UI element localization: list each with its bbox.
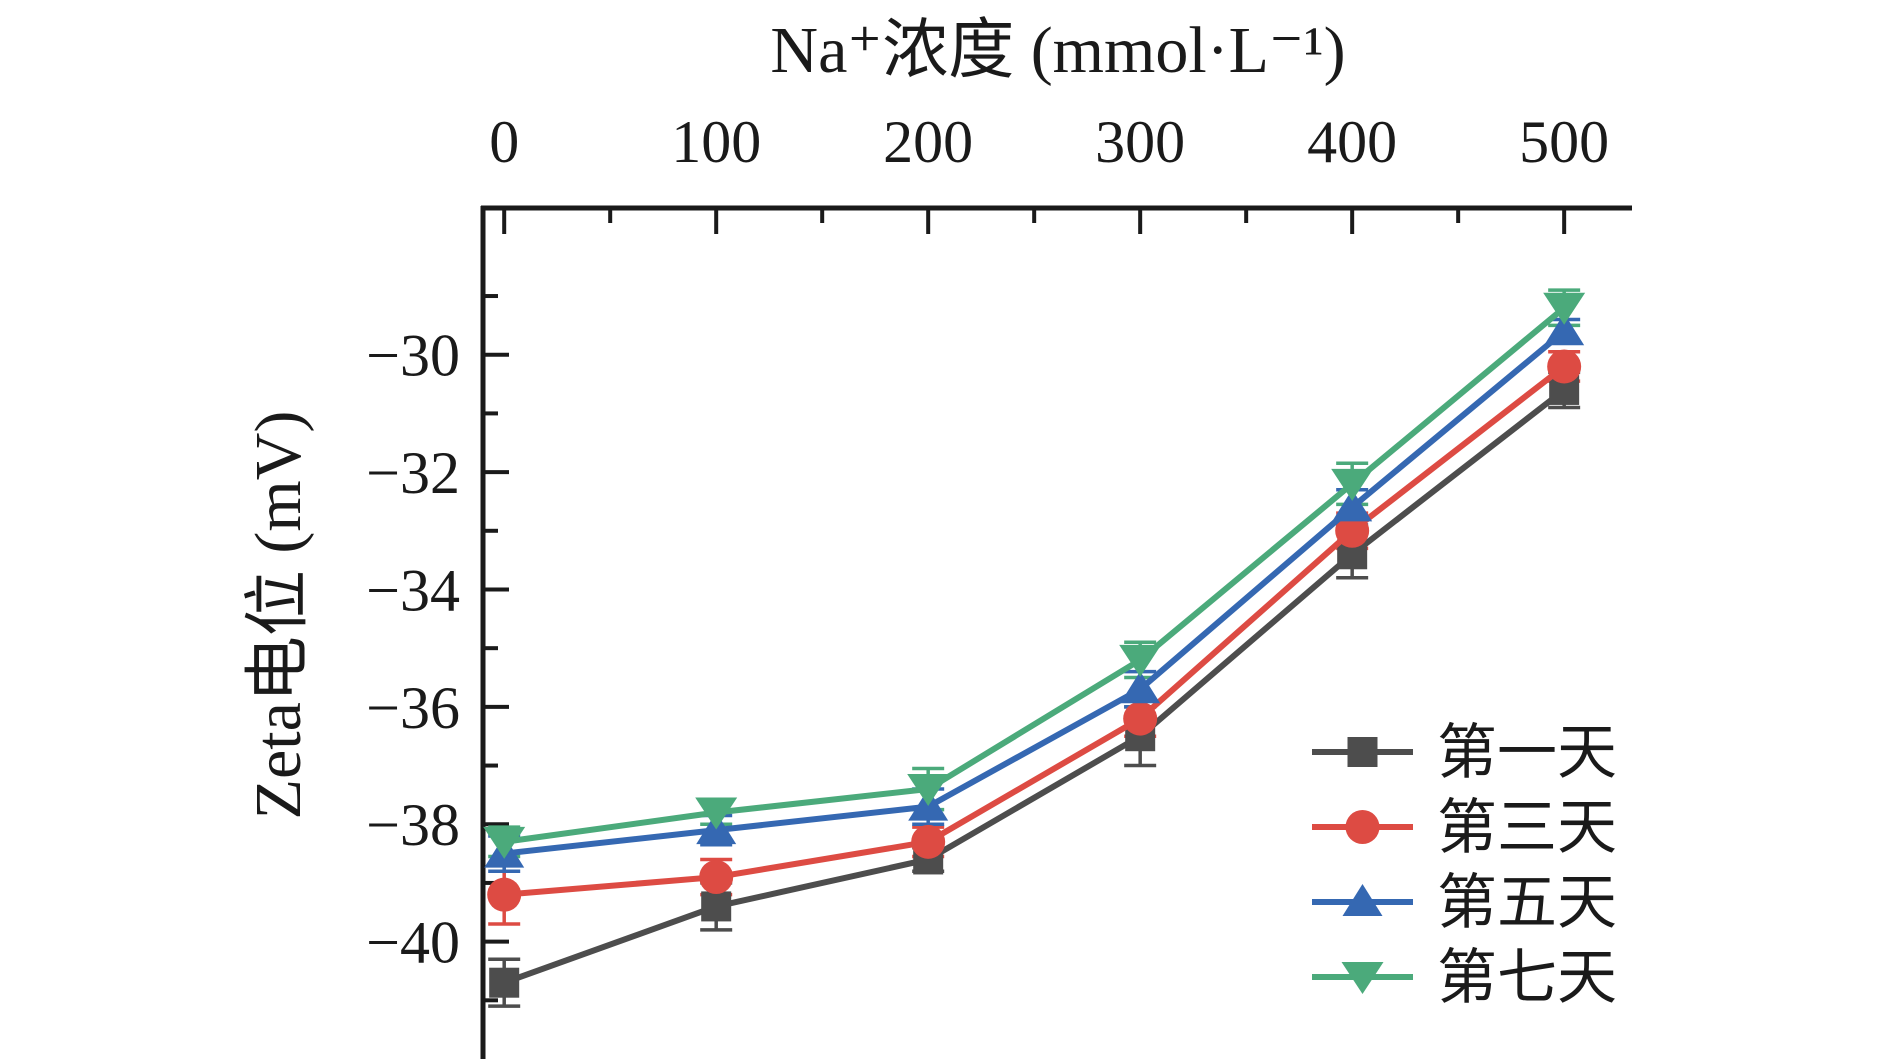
legend-label: 第三天 [1437, 795, 1617, 861]
series-line [503, 364, 1567, 898]
legend-item: 第五天 [1312, 870, 1617, 936]
legend-marker [1341, 962, 1384, 994]
y-axis-title: Zeta电位 (mV) [242, 411, 315, 820]
legend-label: 第七天 [1437, 945, 1617, 1011]
legend-marker [1347, 737, 1378, 767]
axes: 0 100 200 300 400 500 −30 −32 −34 −36 −38 −40 [366, 109, 1632, 1059]
data-point-marker [1119, 644, 1162, 677]
data-point-marker [1335, 513, 1370, 548]
series-line [503, 305, 1567, 845]
series-line [503, 328, 1567, 857]
y-tick-label: −30 [366, 323, 460, 389]
legend-marker [1342, 884, 1383, 916]
data-point-marker [1332, 489, 1373, 522]
data-point-marker [1120, 671, 1161, 704]
error-bars [488, 288, 1581, 1008]
legend-marker [1345, 810, 1380, 844]
x-tick-label: 400 [1307, 109, 1397, 175]
y-tick-label: −34 [366, 557, 460, 623]
x-tick-label: 500 [1519, 109, 1609, 175]
x-tick-label: 0 [489, 109, 519, 175]
series-line [503, 387, 1567, 986]
data-series [483, 292, 1586, 998]
x-tick-label: 300 [1095, 109, 1185, 175]
data-point-marker [699, 860, 734, 895]
legend-item: 第三天 [1312, 795, 1617, 861]
data-point-marker [1544, 313, 1585, 346]
data-point-marker [701, 891, 732, 922]
y-tick-label: −40 [366, 910, 460, 976]
legend-item: 第一天 [1312, 720, 1617, 786]
y-tick-label: −32 [366, 440, 460, 506]
x-tick-label: 200 [883, 109, 973, 175]
legend-item: 第七天 [1312, 945, 1617, 1011]
data-point-marker [907, 774, 950, 807]
data-point-marker [487, 877, 522, 912]
x-axis-title: Na⁺浓度 (mmol·L⁻¹) [770, 14, 1345, 87]
legend-label: 第五天 [1437, 870, 1617, 936]
data-point-marker [695, 797, 738, 830]
data-point-marker [1331, 468, 1374, 501]
data-point-marker [911, 824, 946, 859]
y-tick-label: −36 [366, 675, 460, 741]
data-point-marker [489, 967, 520, 998]
data-point-marker [1123, 701, 1158, 736]
y-tick-label: −38 [366, 792, 460, 858]
x-tick-label: 100 [671, 109, 761, 175]
data-point-marker [1543, 292, 1586, 325]
data-point-marker [483, 826, 526, 859]
legend-label: 第一天 [1437, 720, 1617, 786]
data-point-marker [1547, 349, 1582, 384]
